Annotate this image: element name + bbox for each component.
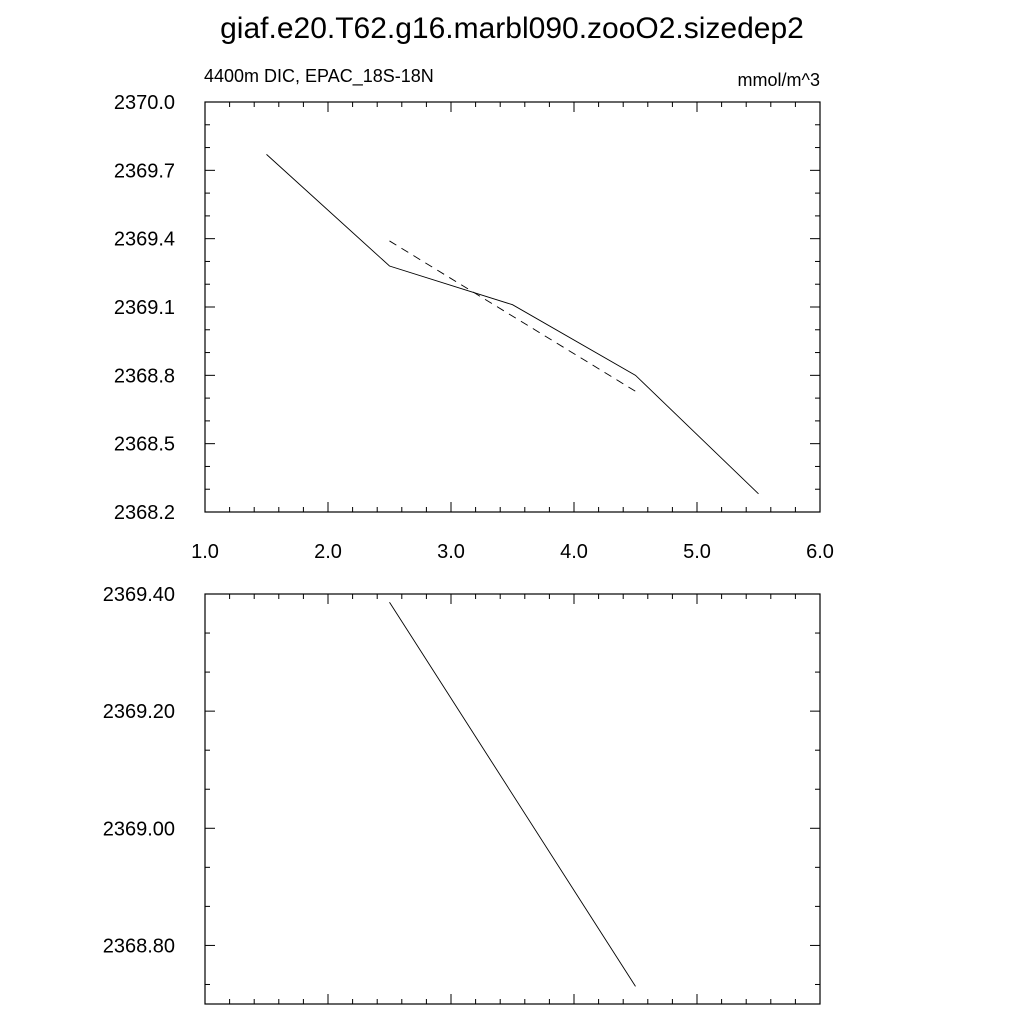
y-tick-label: 2369.20 [103, 701, 175, 723]
y-tick-label: 2370.0 [114, 92, 175, 114]
x-tick-label: 1.0 [191, 541, 219, 563]
top-axis-ticks [204, 101, 821, 513]
top-axis-labels: 1.0 2.0 3.0 4.0 5.0 6.0 2368.2 2368.5 2368.8 2369… [114, 92, 834, 563]
y-tick-label: 2368.80 [103, 935, 175, 957]
bottom-axis-labels: 2368.80 2369.00 2369.20 2369.40 [103, 584, 175, 957]
top-panel-left-string: 4400m DIC, EPAC_18S-18N [204, 66, 434, 87]
x-tick-label: 6.0 [806, 541, 834, 563]
y-tick-label: 2369.4 [114, 229, 175, 251]
y-tick-label: 2369.1 [114, 297, 175, 319]
bottom-axis-ticks [204, 593, 821, 1004]
y-tick-label: 2368.2 [114, 502, 175, 524]
x-tick-label: 4.0 [560, 541, 588, 563]
top-plot-frame [204, 101, 821, 513]
series-line-solid [266, 154, 759, 495]
figure-title: giaf.e20.T62.g16.marbl090.zooO2.sizedep2 [220, 12, 804, 45]
x-tick-label: 2.0 [314, 541, 342, 563]
top-panel-units: mmol/m^3 [738, 70, 820, 90]
y-tick-label: 2369.40 [103, 584, 175, 606]
top-panel: 4400m DIC, EPAC_18S-18N mmol/m^3 1.0 2.0 3… [114, 66, 834, 563]
y-tick-label: 2368.5 [114, 434, 175, 456]
y-tick-label: 2368.8 [114, 365, 175, 387]
x-tick-label: 3.0 [437, 541, 465, 563]
series-line-solid [389, 601, 636, 987]
y-tick-label: 2369.7 [114, 160, 175, 182]
top-series-group [266, 154, 759, 495]
series-line-dashed [389, 240, 636, 392]
bottom-series-group [389, 601, 636, 987]
bottom-panel: 2368.80 2369.00 2369.20 2369.40 [103, 584, 821, 1005]
x-tick-label: 5.0 [683, 541, 711, 563]
bottom-plot-frame [204, 593, 821, 1005]
y-tick-label: 2369.00 [103, 818, 175, 840]
